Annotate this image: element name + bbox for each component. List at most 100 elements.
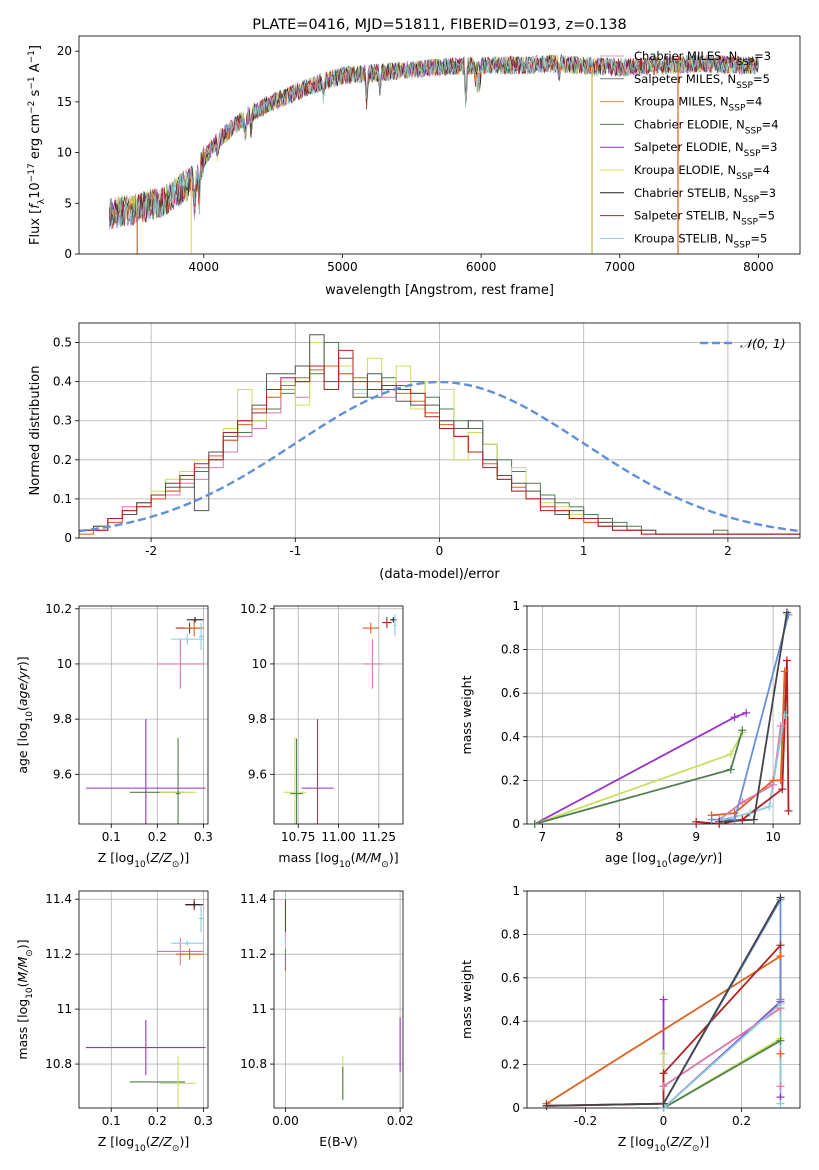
- label-part: −17: [27, 163, 37, 182]
- y-tick-label: 15: [57, 95, 72, 109]
- y-tick-label: 9.8: [53, 712, 72, 726]
- y-tick-label: 11.4: [240, 892, 267, 906]
- x-tick-label: 0.2: [148, 830, 167, 844]
- plot-area: [534, 612, 790, 824]
- chart-age-vs-mass: 10.75 11.00 11.25 9.6 9.8 10 10.2: [240, 602, 404, 844]
- y-tick-label: 10: [57, 657, 72, 671]
- label-part: )]: [699, 1134, 709, 1149]
- label-part: Flux [: [28, 209, 43, 245]
- label-part: ⊙: [172, 860, 180, 870]
- y-axis-label: Normed distribution: [28, 366, 43, 496]
- legend-entry: Kroupa MILES, NSSP=4: [634, 95, 762, 114]
- label-part: Z [log: [98, 850, 134, 865]
- weight-series: [722, 714, 786, 821]
- x-tick-label: -1: [289, 544, 301, 558]
- chart-mass-vs-Z: 0.1 0.2 0.3 10.8 11 11.2 11.4: [45, 890, 213, 1128]
- x-tick-label: 0.2: [148, 1114, 167, 1128]
- label-part: A: [28, 63, 43, 76]
- label-part: age/yr: [672, 850, 713, 865]
- y-tick-label: 10.8: [240, 1057, 267, 1071]
- label-part: ⊙: [692, 1144, 700, 1154]
- x-tick-label: 0.00: [272, 1114, 299, 1128]
- y-tick-label: 0.8: [501, 643, 520, 657]
- label-part: Kroupa MILES, N: [634, 95, 729, 109]
- weight-series: [718, 725, 782, 821]
- chart-residuals: -2 -1 0 1 2 0 0.1 0.2 0.3 0.4 0.5: [53, 322, 801, 558]
- label-part: )]: [15, 656, 30, 666]
- y-tick-label: 0.6: [501, 686, 520, 700]
- y-tick-label: 0.8: [501, 927, 520, 941]
- label-part: mass [log: [15, 999, 30, 1060]
- y-tick-label: 0: [64, 247, 72, 261]
- label-part: )]: [389, 850, 399, 865]
- label-part: )]: [179, 850, 189, 865]
- y-tick-label: 0.3: [53, 414, 72, 428]
- label-part: Chabrier STELIB, N: [634, 186, 742, 200]
- label-part: SSP: [744, 149, 761, 159]
- x-axis-label: Z [log10(Z/Z⊙)]: [618, 1134, 709, 1154]
- y-tick-label: 9.8: [248, 712, 267, 726]
- y-axis-label: mass [log10(M/M⊙)]: [15, 939, 35, 1059]
- y-tick-label: 0.4: [501, 1014, 520, 1028]
- legend-entry: 𝒩(0, 1): [740, 336, 786, 351]
- x-axis-label: Z [log10(Z/Z⊙)]: [98, 850, 189, 870]
- label-part: (: [15, 706, 30, 711]
- x-tick-label: 8000: [743, 260, 774, 274]
- chart-mass-vs-ebv: 0.00 0.02 10.8 11 11.2 11.4: [240, 890, 414, 1128]
- x-tick-label: 0.02: [387, 1114, 414, 1128]
- figure-title: PLATE=0416, MJD=51811, FIBERID=0193, z=0…: [252, 17, 626, 33]
- histogram-series: [79, 349, 800, 535]
- chart-weight-vs-Z: -0.2 0 0.2 0 0.2 0.4 0.6 0.8 1: [501, 884, 801, 1128]
- weight-series: [711, 614, 790, 821]
- label-part: f: [28, 202, 43, 209]
- label-part: SSP: [742, 195, 759, 205]
- y-tick-label: 10: [57, 146, 72, 160]
- chart-weight-vs-age: 7 8 9 10 0 0.2 0.4 0.6 0.8 1: [501, 599, 801, 844]
- label-part: )]: [179, 1134, 189, 1149]
- label-part: =4: [745, 95, 762, 109]
- label-part: (: [146, 850, 151, 865]
- label-part: Chabrier MILES, N: [634, 49, 737, 63]
- label-part: Salpeter MILES, N: [634, 72, 736, 86]
- x-tick-label: 6000: [466, 260, 497, 274]
- label-part: =5: [753, 72, 770, 86]
- label-part: )]: [712, 850, 722, 865]
- legend-entry: Chabrier MILES, NSSP=3: [634, 49, 771, 68]
- plot-area: [109, 53, 759, 254]
- label-part: Z [log: [618, 1134, 654, 1149]
- plot-area: [85, 899, 206, 1108]
- legend-entry: Salpeter MILES, NSSP=5: [634, 72, 770, 91]
- label-part: 10: [25, 987, 35, 999]
- legend-entry: Salpeter STELIB, NSSP=5: [634, 209, 775, 228]
- y-tick-label: 0.6: [501, 971, 520, 985]
- legend-entry: Kroupa ELODIE, NSSP=4: [634, 163, 770, 182]
- x-tick-label: 0.3: [194, 1114, 213, 1128]
- x-axis-label: age [log10(age/yr)]: [605, 850, 722, 870]
- y-axis-label: age [log10(age/yr)]: [15, 656, 35, 773]
- label-part: Z/Z: [150, 850, 173, 865]
- label-part: mass weight: [459, 675, 474, 754]
- axes-frame: [78, 35, 801, 255]
- x-tick-label: 7000: [604, 260, 635, 274]
- spectrum-series: [109, 54, 759, 227]
- legend-entry: Salpeter ELODIE, NSSP=3: [634, 140, 777, 159]
- label-part: mass [log: [278, 850, 339, 865]
- y-tick-label: 10.2: [240, 602, 267, 616]
- label-part: SSP: [736, 172, 753, 182]
- y-tick-label: 11: [57, 1002, 72, 1016]
- legend-entry: Chabrier STELIB, NSSP=3: [634, 186, 776, 205]
- label-part: Kroupa STELIB, N: [634, 231, 734, 245]
- x-axis-label: wavelength [Angstrom, rest frame]: [325, 283, 554, 298]
- x-tick-label: 9: [692, 830, 700, 844]
- label-part: =3: [761, 140, 778, 154]
- plot-area: [284, 899, 401, 1100]
- label-part: SSP: [729, 104, 746, 114]
- label-part: (: [351, 850, 356, 865]
- y-tick-label: 1: [512, 884, 520, 898]
- label-part: (: [667, 850, 672, 865]
- x-tick-label: 0.2: [732, 1114, 751, 1128]
- label-part: =3: [754, 49, 771, 63]
- axes-frame: [78, 605, 209, 825]
- label-part: 10: [25, 711, 35, 723]
- label-part: s: [28, 89, 43, 100]
